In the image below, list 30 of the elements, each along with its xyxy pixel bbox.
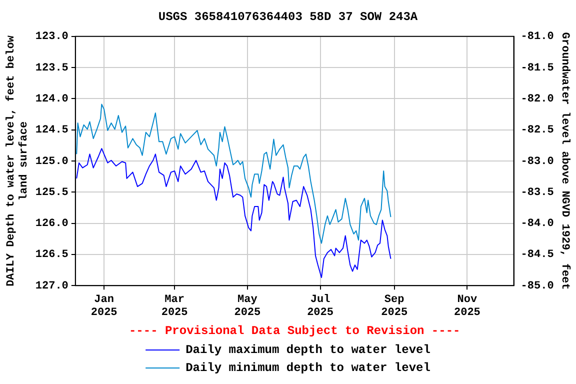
x-tick-label: May 2025 — [234, 294, 262, 320]
x-tick-label: Jan 2025 — [90, 294, 118, 320]
x-tick-label: Jul 2025 — [307, 294, 334, 320]
y-tick-label: 125.0 — [35, 156, 68, 168]
y2-tick-label: -85.0 — [520, 280, 554, 292]
y-axis-title: DAILY Depth to water level, feet below land surface — [4, 35, 31, 286]
y2-tick-label: -82.0 — [520, 93, 554, 106]
y2-tick-label: -84.0 — [520, 218, 554, 230]
x-tick-label: Nov 2025 — [454, 294, 481, 320]
y-tick-label: 123.0 — [35, 31, 68, 44]
y-tick-label: 127.0 — [35, 280, 68, 292]
y2-tick-label: -81.5 — [520, 62, 554, 74]
y2-axis-title: Groundwater level above NGVD 1929, feet — [558, 32, 572, 290]
y2-tick-label: -82.5 — [520, 124, 554, 137]
y-tick-label: 124.0 — [35, 93, 68, 106]
y2-tick-label: -81.0 — [520, 31, 554, 44]
y2-tick-label: -83.5 — [520, 186, 554, 199]
text: ---- Provisional Data Subject to Revision ---- — [128, 324, 460, 338]
y-tick-label: 125.5 — [35, 186, 69, 199]
y-tick-label: 126.0 — [35, 218, 68, 230]
y-tick-label: 126.5 — [35, 249, 69, 262]
legend-label: Daily minimum depth to water level — [186, 361, 430, 376]
y-tick-label: 123.5 — [35, 62, 69, 74]
x-tick-label: Sep 2025 — [381, 294, 408, 320]
x-tick-label: Mar 2025 — [161, 294, 188, 320]
legend-label: Daily maximum depth to water level — [186, 343, 430, 358]
y2-tick-label: -84.5 — [520, 249, 554, 262]
chart-title: USGS 365841076364403 58D 37 SOW 243A — [158, 10, 418, 24]
y2-tick-label: -83.0 — [520, 156, 554, 168]
y-tick-label: 124.5 — [35, 124, 69, 137]
